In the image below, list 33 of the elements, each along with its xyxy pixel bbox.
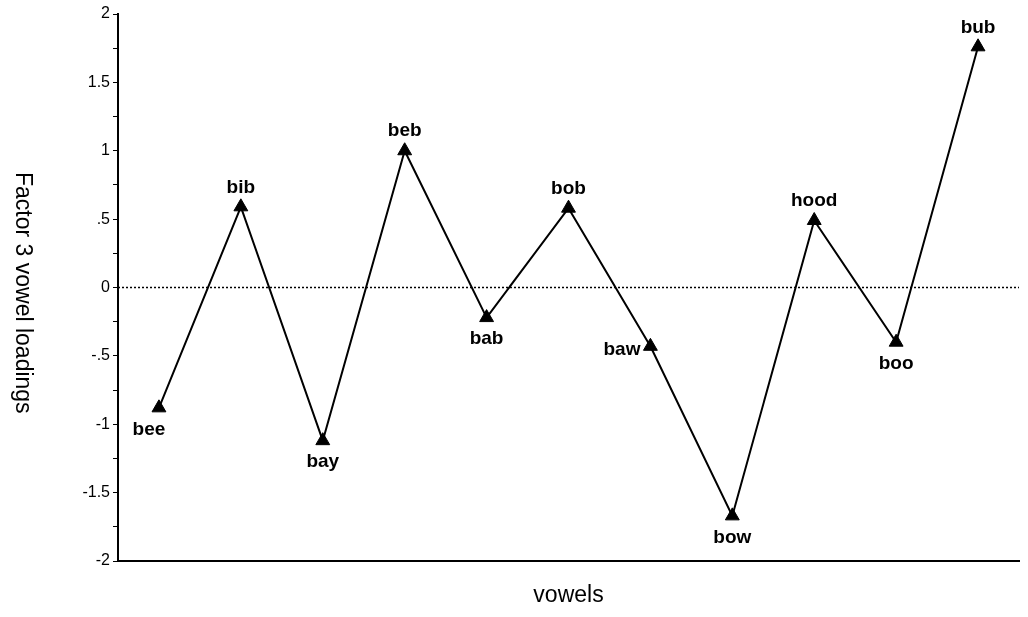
x-tick-label: bib: [226, 175, 256, 197]
y-tick-label: .5: [96, 209, 111, 227]
x-tick-label: bow: [713, 525, 752, 547]
x-tick-label: beb: [387, 119, 422, 141]
point: [479, 309, 495, 323]
x-tick-label: bay: [306, 450, 340, 472]
point: [151, 399, 167, 413]
y-axis-title: Factor 3 vowel loadings: [9, 171, 37, 414]
y-tick-label: -1.5: [82, 483, 111, 501]
point: [233, 198, 249, 212]
point: [724, 507, 740, 521]
x-tick-label: hood: [791, 189, 838, 211]
y-tick-label: 2: [101, 4, 111, 22]
point: [970, 38, 986, 52]
point: [888, 333, 904, 347]
point: [397, 142, 413, 156]
y-tick-label: -2: [95, 551, 111, 569]
y-tick-label: -1: [95, 414, 111, 432]
y-tick-label: -.5: [91, 346, 111, 364]
x-tick-label: bob: [551, 176, 586, 198]
point: [642, 337, 658, 351]
point: [561, 199, 576, 213]
x-axis-title: vowels: [533, 580, 604, 607]
y-tick-label: 1: [101, 141, 111, 159]
x-tick-label: bub: [960, 15, 996, 37]
point: [806, 211, 822, 225]
x-tick-label: bab: [469, 327, 504, 349]
x-tick-label: boo: [878, 351, 914, 373]
point: [315, 432, 331, 446]
x-tick-label: baw: [603, 337, 641, 359]
y-tick-label: 1.5: [87, 72, 111, 90]
x-tick-label: bee: [132, 417, 166, 439]
y-tick-label: 0: [101, 277, 111, 295]
